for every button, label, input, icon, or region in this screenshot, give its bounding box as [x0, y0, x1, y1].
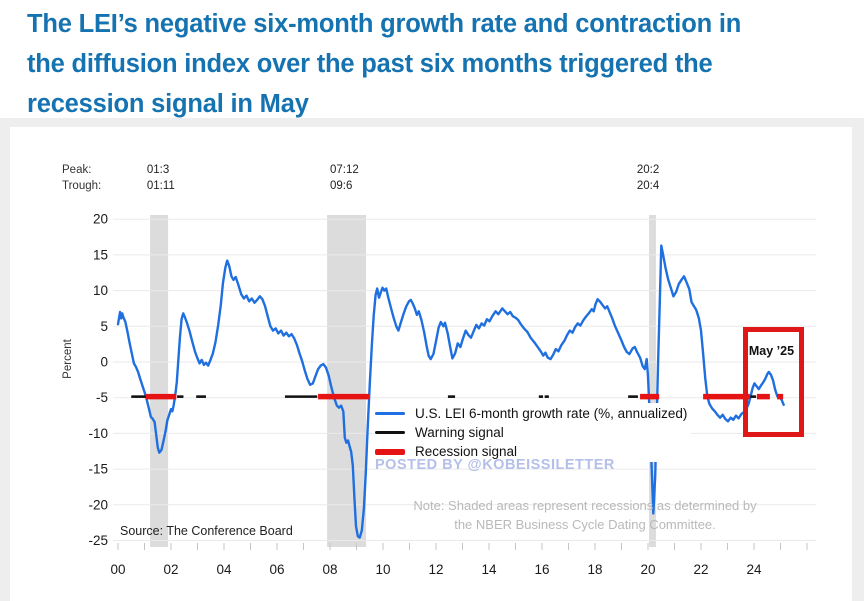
peak-date: 07:12 [330, 164, 359, 176]
svg-text:10: 10 [93, 283, 108, 298]
may-25-highlight-box: May ’25 [742, 327, 805, 437]
chart-frame: 20 15 10 5 0 -5 -10 -15 -20 -25 00 02 04 06 08 10 12 14 16… [0, 118, 864, 601]
page-title: The LEI’s negative six-month growth rate… [27, 4, 851, 124]
trough-date: 09:6 [330, 180, 353, 192]
legend-item-recession: Recession signal [375, 442, 687, 461]
svg-text:-15: -15 [88, 462, 108, 477]
page-title-line-1: The LEI’s negative six-month growth rate… [27, 10, 742, 38]
svg-text:00: 00 [110, 562, 125, 577]
nber-note-line-1: Note: Shaded areas represent recessions … [413, 498, 757, 513]
page-title-line-2: the diffusion index over the past six mo… [27, 50, 713, 78]
peak-label: Peak: [62, 164, 92, 176]
page-title-line-3: recession signal in May [27, 90, 309, 118]
svg-text:-20: -20 [88, 497, 108, 512]
svg-text:24: 24 [746, 562, 762, 577]
legend-item-lei: U.S. LEI 6-month growth rate (%, annuali… [375, 404, 687, 423]
nber-note-line-2: the NBER Business Cycle Dating Committee… [454, 516, 716, 532]
svg-text:15: 15 [93, 247, 108, 262]
trough-date: 20:4 [636, 180, 660, 192]
svg-text:20: 20 [640, 562, 655, 577]
watermark: POSTED BY @KOBEISSILETTER [375, 457, 615, 473]
legend-label: Recession signal [415, 444, 518, 459]
svg-text:22: 22 [693, 562, 708, 577]
recession-dates-2001: 01:3 01:11 [147, 162, 175, 194]
may-25-label: May ’25 [748, 344, 795, 358]
trough-label: Trough: [62, 180, 102, 192]
peak-date: 20:2 [636, 164, 660, 176]
recession-line-swatch [375, 448, 405, 455]
svg-text:16: 16 [534, 562, 549, 577]
svg-text:0: 0 [100, 355, 108, 370]
svg-text:5: 5 [100, 319, 108, 334]
legend-item-warning: Warning signal [375, 423, 687, 442]
svg-text:06: 06 [269, 562, 284, 577]
source-note: Source: The Conference Board [120, 524, 293, 538]
nber-note: Note: Shaded areas represent recessions … [330, 497, 840, 534]
svg-text:10: 10 [375, 562, 390, 577]
svg-text:04: 04 [216, 562, 232, 577]
chart-legend: U.S. LEI 6-month growth rate (%, annuali… [375, 403, 692, 462]
legend-label: U.S. LEI 6-month growth rate (%, annuali… [415, 406, 688, 421]
peak-trough-legend: Peak: Trough: [62, 162, 101, 194]
recession-dates-2008: 07:12 09:6 [330, 162, 359, 194]
svg-text:-5: -5 [96, 390, 108, 405]
svg-text:-25: -25 [88, 533, 108, 548]
peak-date: 01:3 [146, 164, 170, 176]
recession-dates-2020: 20:2 20:4 [637, 162, 659, 194]
lei-line-swatch [375, 412, 405, 415]
svg-text:18: 18 [587, 562, 602, 577]
svg-text:-10: -10 [88, 426, 108, 441]
svg-text:08: 08 [322, 562, 337, 577]
y-axis-title: Percent [62, 339, 74, 379]
svg-text:14: 14 [481, 562, 497, 577]
chart-panel: 20 15 10 5 0 -5 -10 -15 -20 -25 00 02 04 06 08 10 12 14 16… [10, 127, 852, 601]
svg-text:20: 20 [93, 212, 108, 227]
trough-date: 01:11 [146, 180, 175, 192]
warning-line-swatch [375, 431, 405, 434]
svg-text:12: 12 [428, 562, 443, 577]
svg-text:02: 02 [163, 562, 178, 577]
legend-label: Warning signal [415, 425, 504, 440]
